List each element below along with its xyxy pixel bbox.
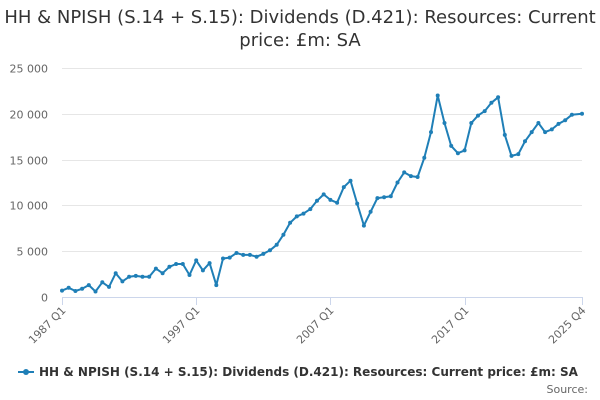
- data-point: [187, 273, 192, 277]
- legend[interactable]: HH & NPISH (S.14 + S.15): Dividends (D.4…: [18, 365, 578, 379]
- y-tick-label: 10 000: [10, 200, 49, 213]
- legend-swatch-icon: [18, 367, 34, 377]
- data-point: [375, 196, 380, 201]
- data-point: [60, 288, 64, 293]
- x-tick-label: 1997 Q1: [160, 304, 203, 347]
- data-point: [415, 175, 420, 179]
- data-point: [395, 180, 400, 185]
- data-point: [382, 195, 387, 200]
- data-point: [281, 232, 286, 237]
- data-point: [194, 258, 199, 263]
- y-tick-label: 25 000: [10, 63, 49, 76]
- data-point: [288, 220, 293, 225]
- x-tick-label: 1987 Q1: [26, 304, 69, 347]
- data-point: [516, 152, 521, 157]
- data-point: [153, 266, 158, 271]
- data-point: [523, 139, 527, 144]
- data-point: [73, 289, 78, 293]
- data-point: [301, 211, 306, 216]
- data-point: [549, 127, 554, 132]
- data-point: [569, 112, 574, 117]
- data-point: [107, 284, 111, 289]
- data-point: [66, 285, 71, 290]
- data-point: [207, 261, 212, 266]
- data-point: [200, 268, 205, 273]
- data-point: [482, 109, 487, 114]
- data-point: [455, 151, 460, 156]
- data-point: [556, 121, 561, 126]
- y-tick-label: 0: [41, 292, 48, 305]
- data-point: [536, 121, 541, 125]
- data-point: [308, 207, 313, 212]
- axes: 0 5 000 10 000 15 000 20 000 25 000 1987 Q1 199…: [10, 63, 589, 347]
- data-point: [348, 178, 353, 183]
- data-point: [167, 264, 172, 269]
- data-point: [449, 143, 454, 148]
- data-point: [227, 255, 232, 260]
- data-point: [100, 280, 105, 285]
- data-point: [268, 248, 272, 253]
- data-point: [368, 209, 373, 214]
- data-point: [355, 201, 360, 206]
- data-point: [328, 197, 333, 202]
- series-layer: [60, 93, 584, 294]
- data-point: [127, 274, 132, 279]
- data-point: [509, 153, 514, 158]
- x-tick-label: 2025 Q4: [546, 304, 589, 347]
- data-point: [315, 198, 319, 203]
- y-tick-label: 15 000: [10, 155, 49, 168]
- data-point: [147, 274, 152, 279]
- data-point: [408, 174, 413, 179]
- data-point: [529, 130, 534, 135]
- data-point: [361, 223, 366, 228]
- y-tick-label: 5 000: [17, 246, 49, 259]
- legend-label: HH & NPISH (S.14 + S.15): Dividends (D.4…: [39, 365, 578, 379]
- data-point: [580, 111, 584, 116]
- data-point: [462, 148, 467, 153]
- data-point: [221, 256, 225, 261]
- chart-title: HH & NPISH (S.14 + S.15): Dividends (D.4…: [4, 7, 596, 51]
- data-point: [80, 286, 85, 291]
- data-point: [214, 283, 219, 288]
- data-point: [563, 118, 568, 123]
- data-point: [294, 214, 299, 219]
- data-point: [402, 170, 407, 175]
- data-point: [435, 93, 440, 98]
- data-point: [120, 279, 125, 284]
- data-point: [261, 251, 266, 256]
- source-label: Source:: [546, 383, 589, 396]
- data-point: [321, 192, 326, 197]
- data-point: [476, 113, 480, 118]
- data-point: [489, 100, 494, 105]
- data-point: [133, 273, 138, 278]
- data-point: [241, 252, 246, 257]
- data-point: [341, 185, 346, 190]
- data-point: [422, 155, 427, 160]
- data-point: [86, 283, 91, 288]
- data-point: [93, 289, 98, 294]
- data-point: [234, 251, 239, 255]
- data-point: [543, 130, 548, 135]
- data-point: [174, 262, 179, 266]
- data-point: [140, 274, 145, 279]
- gridlines: [62, 68, 582, 252]
- data-point: [180, 262, 185, 266]
- x-tick-label: 2007 Q1: [294, 304, 337, 347]
- data-point: [113, 271, 118, 276]
- data-point: [502, 132, 507, 137]
- data-point: [247, 252, 252, 257]
- data-point: [442, 121, 447, 125]
- data-point: [335, 200, 340, 205]
- data-point: [469, 121, 474, 125]
- data-point: [388, 194, 393, 199]
- data-point: [429, 130, 433, 135]
- data-point: [254, 254, 259, 259]
- data-point: [160, 271, 165, 276]
- y-tick-label: 20 000: [10, 109, 49, 122]
- data-point: [274, 242, 279, 247]
- data-point: [496, 95, 501, 100]
- x-tick-label: 2017 Q1: [429, 304, 472, 347]
